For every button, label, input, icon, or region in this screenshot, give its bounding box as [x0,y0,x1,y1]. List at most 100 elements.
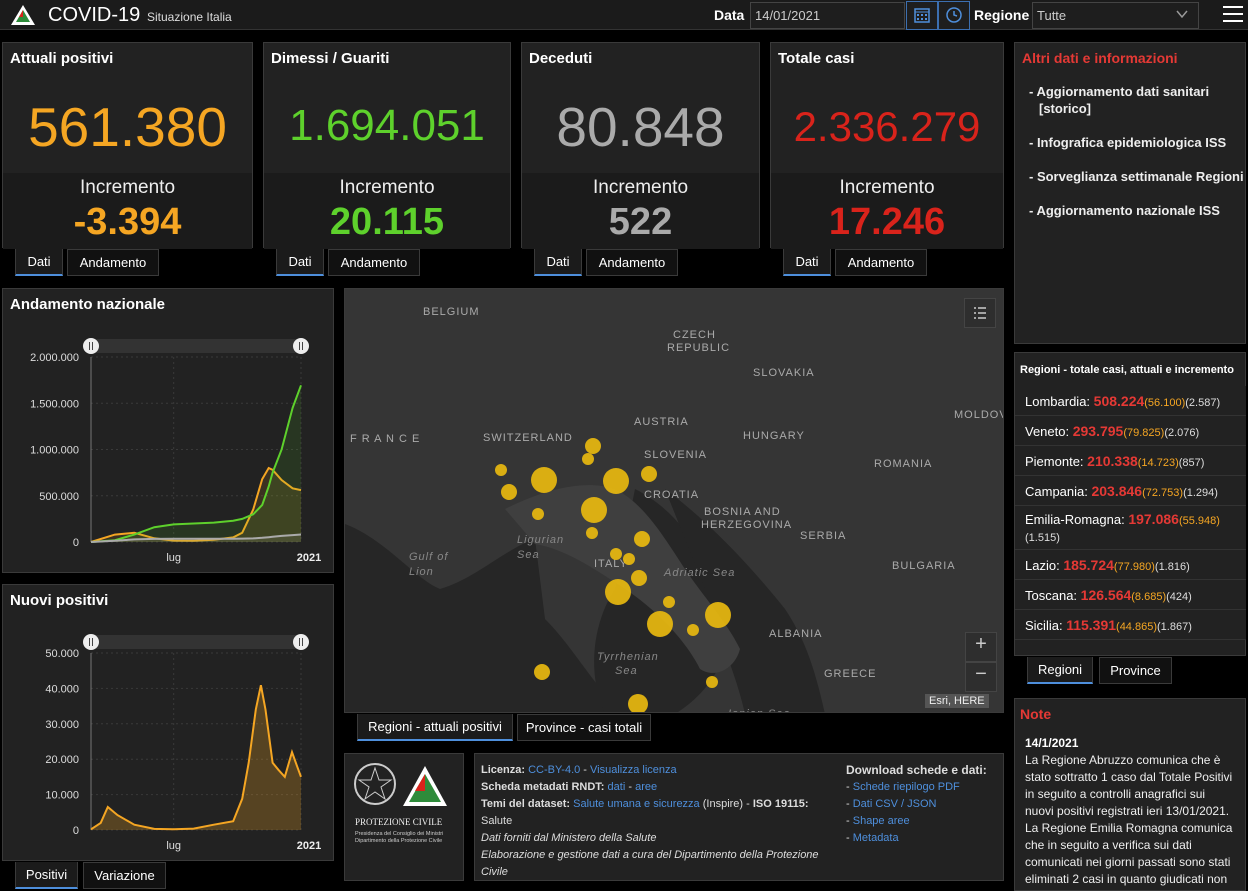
region-name: Toscana: [1025,588,1081,603]
region-bubble[interactable] [623,553,635,565]
map-label: ALBANIA [769,628,822,640]
map-view[interactable]: BELGIUM CZECH REPUBLIC SLOVAKIA AUSTRIA HUNGA… [344,288,1004,713]
region-bubble[interactable] [631,570,647,586]
tab-regioni-attuali-positivi[interactable]: Regioni - attuali positivi [357,714,513,741]
region-bubble[interactable] [705,602,731,628]
region-bubble[interactable] [603,468,629,494]
region-bubble[interactable] [663,596,675,608]
card-value: 2.336.279 [793,103,981,150]
tab-dati[interactable]: Dati [15,249,63,276]
card-deceduti: Deceduti 80.848 Incremento 522 [521,42,760,249]
card-value: 561.380 [28,96,227,158]
link-sorveglianza-regioni[interactable]: - Sorveglianza settimanale Regioni [1029,169,1244,184]
range-slider[interactable] [91,339,301,353]
link-storico[interactable]: [storico] [1039,101,1091,116]
region-bubble[interactable] [586,527,598,539]
card-increment-value: 20.115 [329,201,445,243]
tab-variazione[interactable]: Variazione [83,862,166,889]
region-bubble[interactable] [634,531,650,547]
card-increment-value: 522 [608,201,673,243]
time-button[interactable] [938,1,970,30]
map-label: CROATIA [644,489,699,501]
region-total: 508.224 [1093,393,1145,409]
link-infografica-iss[interactable]: - Infografica epidemiologica ISS [1029,135,1227,150]
map-label: AUSTRIA [634,416,689,428]
region-active: (8.685) [1131,591,1167,603]
region-row[interactable]: Veneto: 293.795(79.825)(2.076) [1015,416,1246,446]
y-tick-label: 0 [73,825,79,837]
region-active: (55.948) [1178,515,1220,527]
region-bubble[interactable] [585,438,601,454]
tab-province[interactable]: Province [1099,657,1172,684]
calendar-button[interactable] [906,1,938,30]
link-aggiornamento-iss[interactable]: - Aggiornamento nazionale ISS [1029,203,1220,218]
date-input[interactable]: 14/01/2021 [750,2,905,29]
tab-regioni[interactable]: Regioni [1027,657,1093,684]
region-name: Lazio: [1025,558,1064,573]
region-row[interactable]: Campania: 203.846(72.753)(1.294) [1015,476,1246,506]
region-row[interactable]: Sicilia: 115.391(44.865)(1.867) [1015,610,1246,640]
region-bubble[interactable] [581,497,607,523]
zoom-out-button[interactable]: − [965,662,997,692]
map-label: ROMANIA [874,458,932,470]
region-total: 293.795 [1072,423,1124,439]
tab-dati[interactable]: Dati [783,249,831,276]
y-tick-label: 40.000 [45,683,79,695]
region-bubble[interactable] [531,467,557,493]
zoom-in-button[interactable]: + [965,632,997,662]
tab-andamento[interactable]: Andamento [67,249,159,276]
link-aggiornamento-dati[interactable]: - Aggiornamento dati sanitari [1029,84,1210,99]
region-bubble[interactable] [534,664,550,680]
region-total: 126.564 [1080,587,1132,603]
tab-andamento[interactable]: Andamento [835,249,927,276]
note-text: La Regione Abruzzo comunica che è stato s… [1025,752,1232,888]
region-bubble[interactable] [532,508,544,520]
tab-positivi[interactable]: Positivi [15,862,78,889]
range-slider[interactable] [91,635,301,649]
card-increment-label: Incremento [79,177,176,198]
region-bubble[interactable] [647,611,673,637]
map-label: Sea [615,665,638,677]
map-attribution[interactable]: Esri, HERE [925,694,989,708]
region-bubble[interactable] [501,484,517,500]
range-handle[interactable] [83,338,99,354]
app-subtitle: Situazione Italia [147,10,232,24]
map-label: SLOVENIA [644,449,707,461]
range-handle[interactable] [293,634,309,650]
note-line: nuovi positivi registrati ieri 13/01/202… [1025,804,1230,818]
region-row[interactable]: Toscana: 126.564(8.685)(424) [1015,580,1246,610]
region-bubble[interactable] [706,676,718,688]
region-row[interactable]: Piemonte: 210.338(14.723)(857) [1015,446,1246,476]
region-bubble[interactable] [605,579,631,605]
tab-andamento[interactable]: Andamento [586,249,678,276]
region-bubble[interactable] [582,453,594,465]
region-bubble[interactable] [641,466,657,482]
region-select[interactable]: Tutte [1032,2,1199,29]
footer-info-panel: Licenza: CC-BY-4.0 - Visualizza licenza … [474,753,1004,881]
region-row[interactable]: Lazio: 185.724(77.980)(1.816) [1015,550,1246,580]
region-bubble[interactable] [687,624,699,636]
region-active: (77.980) [1113,561,1155,573]
chart-title: Nuovi positivi [10,592,109,609]
tab-dati[interactable]: Dati [534,249,582,276]
tab-andamento[interactable]: Andamento [328,249,420,276]
map-label: F R A N C E [350,433,420,445]
note-line: in seguito a controlli anagrafici sui [1025,787,1206,801]
range-handle[interactable] [293,338,309,354]
layer-list-button[interactable] [964,298,996,328]
region-increment: (1.515) [1025,532,1060,544]
map-label: BELGIUM [423,306,480,318]
list-icon [974,307,986,319]
region-bubble[interactable] [610,548,622,560]
region-row[interactable]: Lombardia: 508.224(56.100)(2.587) [1015,386,1246,416]
tab-province-casi-totali[interactable]: Province - casi totali [517,714,651,741]
region-bubble[interactable] [495,464,507,476]
region-row[interactable]: Emilia-Romagna: 197.086(55.948) (1.515) [1015,506,1246,550]
tab-dati[interactable]: Dati [276,249,324,276]
card-increment-label: Incremento [839,177,935,198]
range-handle[interactable] [83,634,99,650]
menu-button[interactable] [1223,6,1243,24]
region-bubble[interactable] [628,694,648,713]
chevron-down-icon [1176,10,1188,19]
